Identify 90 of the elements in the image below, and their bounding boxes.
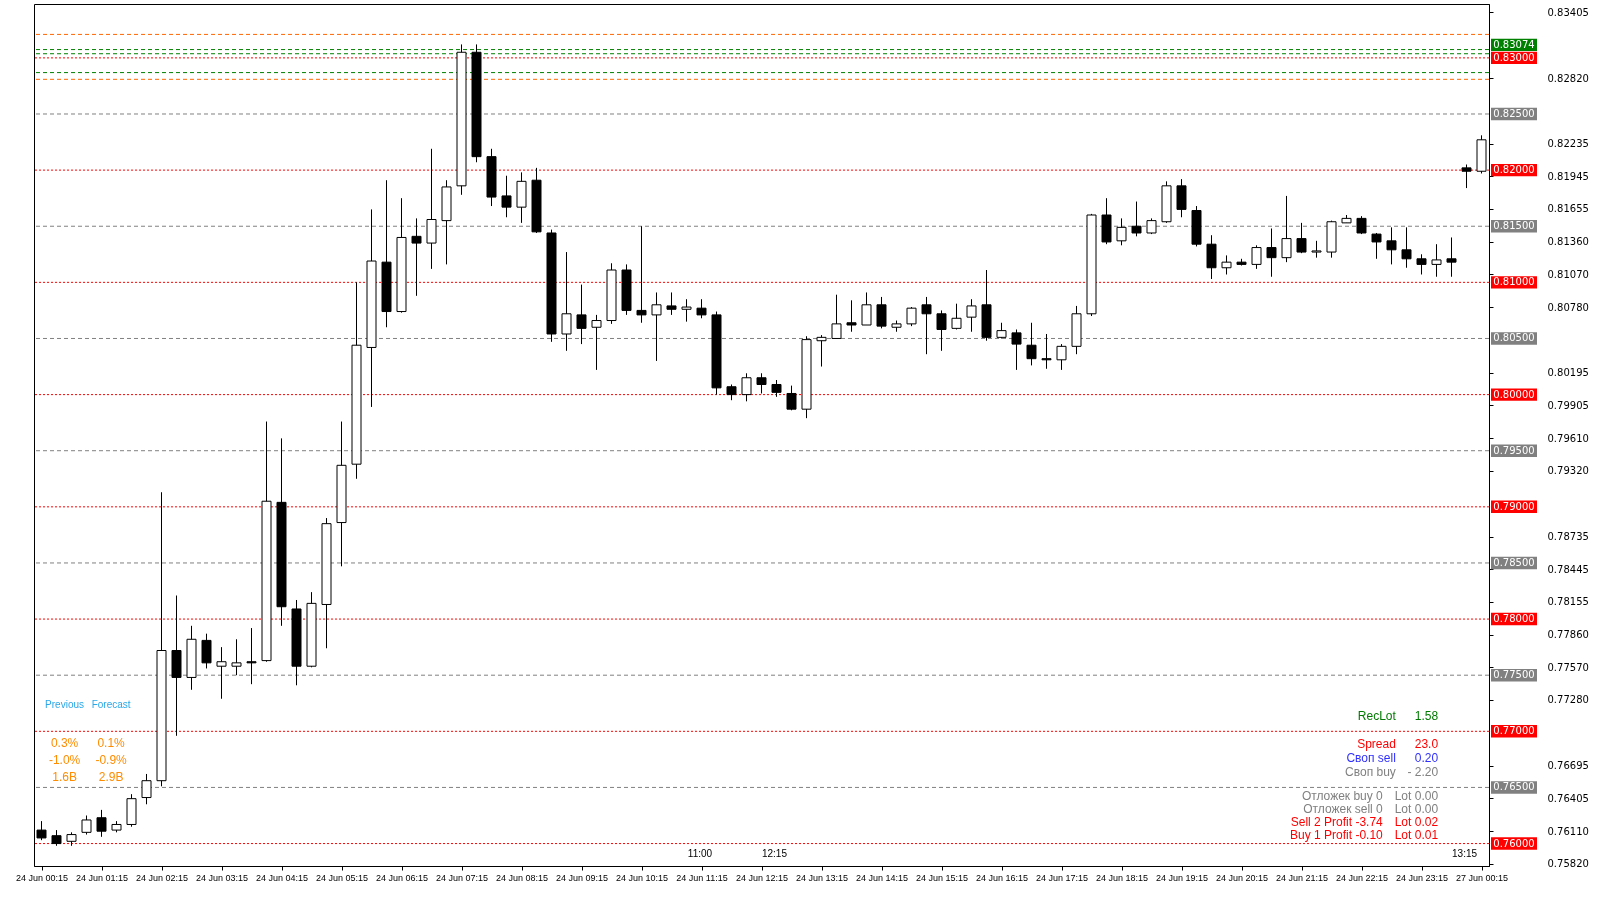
annotation: Buy 1 Profit -0.10 (1290, 827, 1384, 842)
x-tick-label: 24 Jun 07:15 (435, 872, 489, 883)
x-tick-label: 24 Jun 01:15 (75, 872, 129, 883)
y-tick-label: 0.81655 (1547, 203, 1589, 215)
annotation: 1.58 (1414, 709, 1439, 724)
annotation: 0.20 (1414, 750, 1439, 765)
y-tick-label: 0.80195 (1547, 367, 1589, 379)
x-tick-label: 24 Jun 15:15 (915, 872, 969, 883)
annotation: 12:15 (761, 847, 788, 859)
x-tick-label: 24 Jun 08:15 (495, 872, 549, 883)
x-tick-label: 24 Jun 17:15 (1035, 872, 1089, 883)
ref-line-label: 0.76000 (1493, 837, 1535, 849)
y-tick-label: 0.77280 (1547, 694, 1589, 706)
ref-line-label: 0.77500 (1493, 669, 1535, 681)
ref-line-label: 0.79500 (1493, 444, 1535, 456)
y-tick-label: 0.78735 (1547, 531, 1589, 543)
x-tick-label: 24 Jun 13:15 (795, 872, 849, 883)
x-tick-label: 24 Jun 20:15 (1215, 872, 1269, 883)
annotation: Previous (45, 699, 85, 711)
annotation: RecLot (1357, 709, 1397, 724)
annotation: 2.9B (98, 769, 124, 784)
y-tick-label: 0.81070 (1547, 269, 1589, 280)
x-tick-label: 24 Jun 14:15 (855, 872, 909, 883)
x-tick-label: 24 Jun 19:15 (1155, 872, 1209, 883)
annotation: Отложек sell 0 (1303, 802, 1384, 817)
ref-line-label: 0.83000 (1493, 51, 1535, 63)
y-tick-label: 0.79905 (1547, 399, 1589, 411)
annotation: Spread (1357, 737, 1396, 752)
annotation: 0.1% (97, 735, 126, 750)
ref-line-label: 0.80000 (1493, 388, 1535, 400)
x-tick-label: 24 Jun 18:15 (1095, 872, 1149, 883)
y-tick-label: 0.76110 (1547, 825, 1589, 837)
y-tick-label: 0.82820 (1547, 72, 1589, 84)
annotation: Своп sell (1346, 750, 1396, 765)
annotation: 1.6B (52, 769, 77, 784)
x-tick-label: 24 Jun 09:15 (555, 872, 609, 883)
ref-line-label: 0.82500 (1493, 107, 1535, 119)
ref-line-label: 0.81000 (1493, 276, 1535, 288)
annotation: 11:00 (687, 847, 713, 859)
annotation: Forecast (91, 699, 131, 711)
x-tick-label: 24 Jun 10:15 (615, 872, 669, 883)
y-tick-label: 0.79320 (1547, 465, 1589, 477)
y-tick-label: 0.75820 (1547, 858, 1589, 870)
ref-line-label: 0.80500 (1493, 332, 1535, 344)
ref-line-label: 0.79000 (1493, 500, 1535, 512)
annotation: -1.0% (48, 752, 81, 767)
ref-line-label: 0.81500 (1493, 220, 1535, 232)
annotation: Lot 0.01 (1394, 827, 1439, 842)
x-tick-label: 24 Jun 03:15 (195, 872, 249, 883)
x-tick-label: 24 Jun 22:15 (1335, 872, 1389, 883)
ref-line-label: 0.77000 (1493, 725, 1535, 737)
annotation: 13:15 (1452, 847, 1478, 859)
x-tick-label: 24 Jun 06:15 (375, 872, 429, 883)
ref-line-label: 0.83074 (1493, 38, 1535, 50)
y-tick-label: 0.77570 (1547, 661, 1589, 673)
x-tick-label: 24 Jun 23:15 (1395, 872, 1449, 883)
ref-line-label: 0.78000 (1493, 613, 1535, 625)
x-tick-label: 24 Jun 21:15 (1275, 872, 1329, 883)
x-tick-label: 24 Jun 02:15 (135, 872, 189, 883)
y-tick-label: 0.79610 (1547, 432, 1589, 444)
y-tick-label: 0.76405 (1547, 792, 1589, 804)
y-tick-label: 0.80780 (1547, 301, 1589, 313)
x-tick-label: 27 Jun 00:15 (1455, 872, 1509, 883)
x-tick-label: 24 Jun 16:15 (975, 872, 1029, 883)
y-tick-label: 0.78445 (1547, 563, 1589, 575)
annotation: Lot 0.00 (1394, 802, 1439, 817)
y-tick-label: 0.81360 (1547, 236, 1589, 248)
y-tick-label: 0.81945 (1547, 170, 1589, 182)
x-tick-label: 24 Jun 00:15 (15, 872, 69, 883)
x-tick-label: 24 Jun 12:15 (735, 872, 789, 883)
ref-line-label: 0.78500 (1493, 556, 1535, 568)
annotation: 0.3% (50, 735, 79, 750)
y-tick-label: 0.82235 (1547, 138, 1589, 150)
annotation: Sell 2 Profit -3.74 (1290, 815, 1384, 830)
y-tick-label: 0.83405 (1547, 6, 1589, 18)
annotation: Своп buy (1345, 765, 1396, 780)
ref-line-label: 0.76500 (1493, 781, 1535, 793)
y-tick-label: 0.76695 (1547, 760, 1589, 772)
annotation: Lot 0.00 (1394, 789, 1439, 804)
y-tick-label: 0.77860 (1547, 629, 1589, 641)
x-tick-label: 24 Jun 04:15 (255, 872, 309, 883)
annotation: -0.9% (95, 752, 128, 767)
ref-line-label: 0.82000 (1493, 164, 1535, 176)
annotation: Lot 0.02 (1394, 815, 1439, 830)
annotation: Отложек buy 0 (1301, 789, 1384, 804)
y-tick-label: 0.78155 (1547, 596, 1589, 608)
x-tick-label: 24 Jun 05:15 (315, 872, 369, 883)
annotation: 23.0 (1414, 737, 1439, 752)
annotation: - 2.20 (1407, 765, 1439, 780)
x-tick-label: 24 Jun 11:15 (676, 872, 728, 883)
